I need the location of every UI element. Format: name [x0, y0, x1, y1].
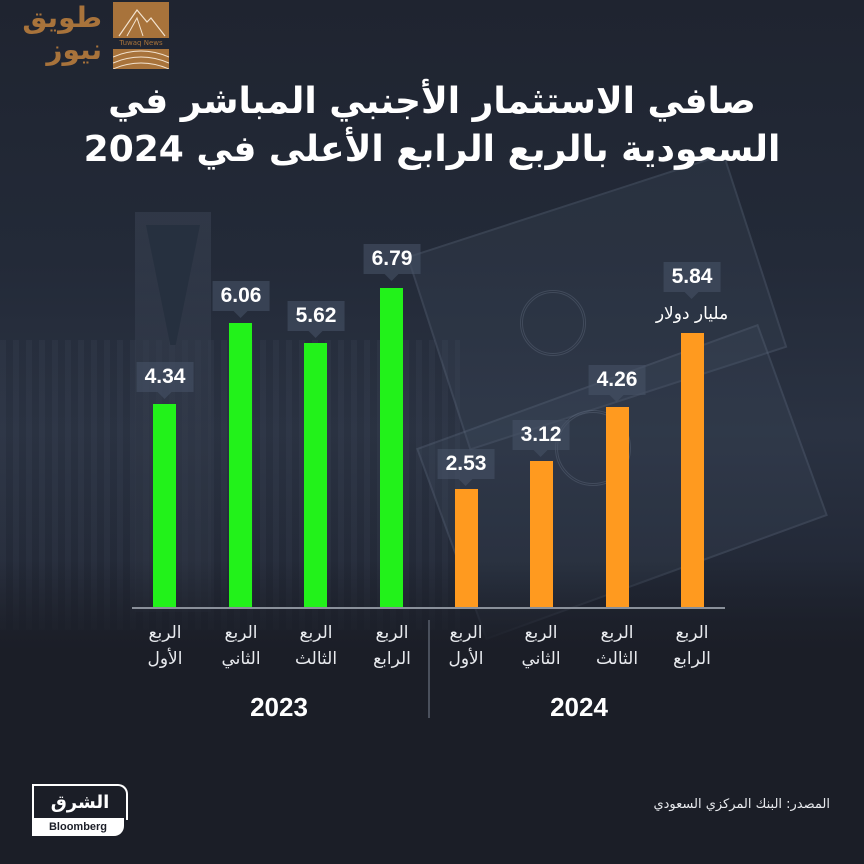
value-label-2024-q4: 5.84 [663, 262, 721, 292]
value-label-2024-q1: 2.53 [437, 449, 495, 479]
x-label-line: الثالث [294, 649, 338, 669]
x-label-2023-q2: الربع الثاني [206, 620, 276, 672]
x-label-line: الربع [148, 623, 182, 643]
bottom-fade [0, 560, 864, 864]
x-label-line: الثاني [521, 649, 561, 669]
x-label-2024-q4: الربع الرابع [657, 620, 727, 672]
chart-title: صافي الاستثمار الأجنبي المباشر في السعود… [60, 78, 804, 174]
source-note: المصدر: البنك المركزي السعودي [653, 797, 830, 812]
fields-icon [112, 49, 170, 70]
asharq-bloomberg-logo: الشرق Bloomberg [32, 784, 128, 836]
title-line-2: السعودية بالربع الرابع الأعلى في 2024 [83, 129, 781, 170]
x-label-2023-q3: الربع الثالث [281, 620, 351, 672]
value-label-2023-q4: 6.79 [363, 244, 421, 274]
bar-2023-q4 [380, 288, 403, 608]
x-label-2024-q3: الربع الثالث [582, 620, 652, 672]
x-label-line: الرابع [673, 649, 711, 669]
x-axis-line [132, 607, 725, 609]
x-label-line: الأول [147, 649, 183, 669]
unit-label: مليار دولار [655, 304, 729, 324]
x-label-2023-q1: الربع الأول [130, 620, 200, 672]
value-label-2023-q3: 5.62 [287, 301, 345, 331]
dollar-bill-bg [406, 153, 788, 451]
value-label-2024-q3: 4.26 [588, 365, 646, 395]
bar-2024-q2 [530, 461, 553, 608]
x-label-2024-q1: الربع الأول [431, 620, 501, 672]
mountain-icon [113, 2, 169, 38]
x-label-line: الثالث [595, 649, 639, 669]
value-label-2023-q2: 6.06 [212, 281, 270, 311]
x-label-line: الربع [224, 623, 258, 643]
tuwaq-logo-english: Tuwaq News [119, 39, 163, 47]
bar-2024-q1 [455, 489, 478, 608]
value-label-2024-q2: 3.12 [512, 420, 570, 450]
x-label-line: الثاني [221, 649, 261, 669]
x-label-line: الربع [375, 623, 409, 643]
bar-2024-q4 [681, 333, 704, 608]
bill-seal-icon [520, 290, 586, 356]
bar-2023-q3 [304, 343, 327, 608]
x-label-line: الربع [524, 623, 558, 643]
tuwaq-logo-arabic: طويق نيوز [22, 1, 102, 66]
x-label-2024-q2: الربع الثاني [506, 620, 576, 672]
x-label-line: الربع [299, 623, 333, 643]
year-label-2024: 2024 [550, 692, 608, 722]
bar-2024-q3 [606, 407, 629, 608]
bloomberg-logo-text: Bloomberg [32, 818, 124, 836]
value-label-2023-q1: 4.34 [136, 362, 194, 392]
asharq-logo-arabic: الشرق [32, 784, 128, 820]
bar-2023-q1 [153, 404, 176, 608]
title-line-1: صافي الاستثمار الأجنبي المباشر في [108, 81, 756, 122]
x-label-2023-q4: الربع الرابع [357, 620, 427, 672]
x-label-line: الربع [449, 623, 483, 643]
kingdom-tower-opening [146, 225, 200, 345]
year-label-2023: 2023 [250, 692, 308, 722]
bar-2023-q2 [229, 323, 252, 608]
tuwaq-logo: Tuwaq News [112, 2, 170, 70]
year-divider [428, 620, 430, 718]
x-label-line: الأول [448, 649, 484, 669]
x-label-line: الربع [600, 623, 634, 643]
x-label-line: الرابع [373, 649, 411, 669]
x-label-line: الربع [675, 623, 709, 643]
